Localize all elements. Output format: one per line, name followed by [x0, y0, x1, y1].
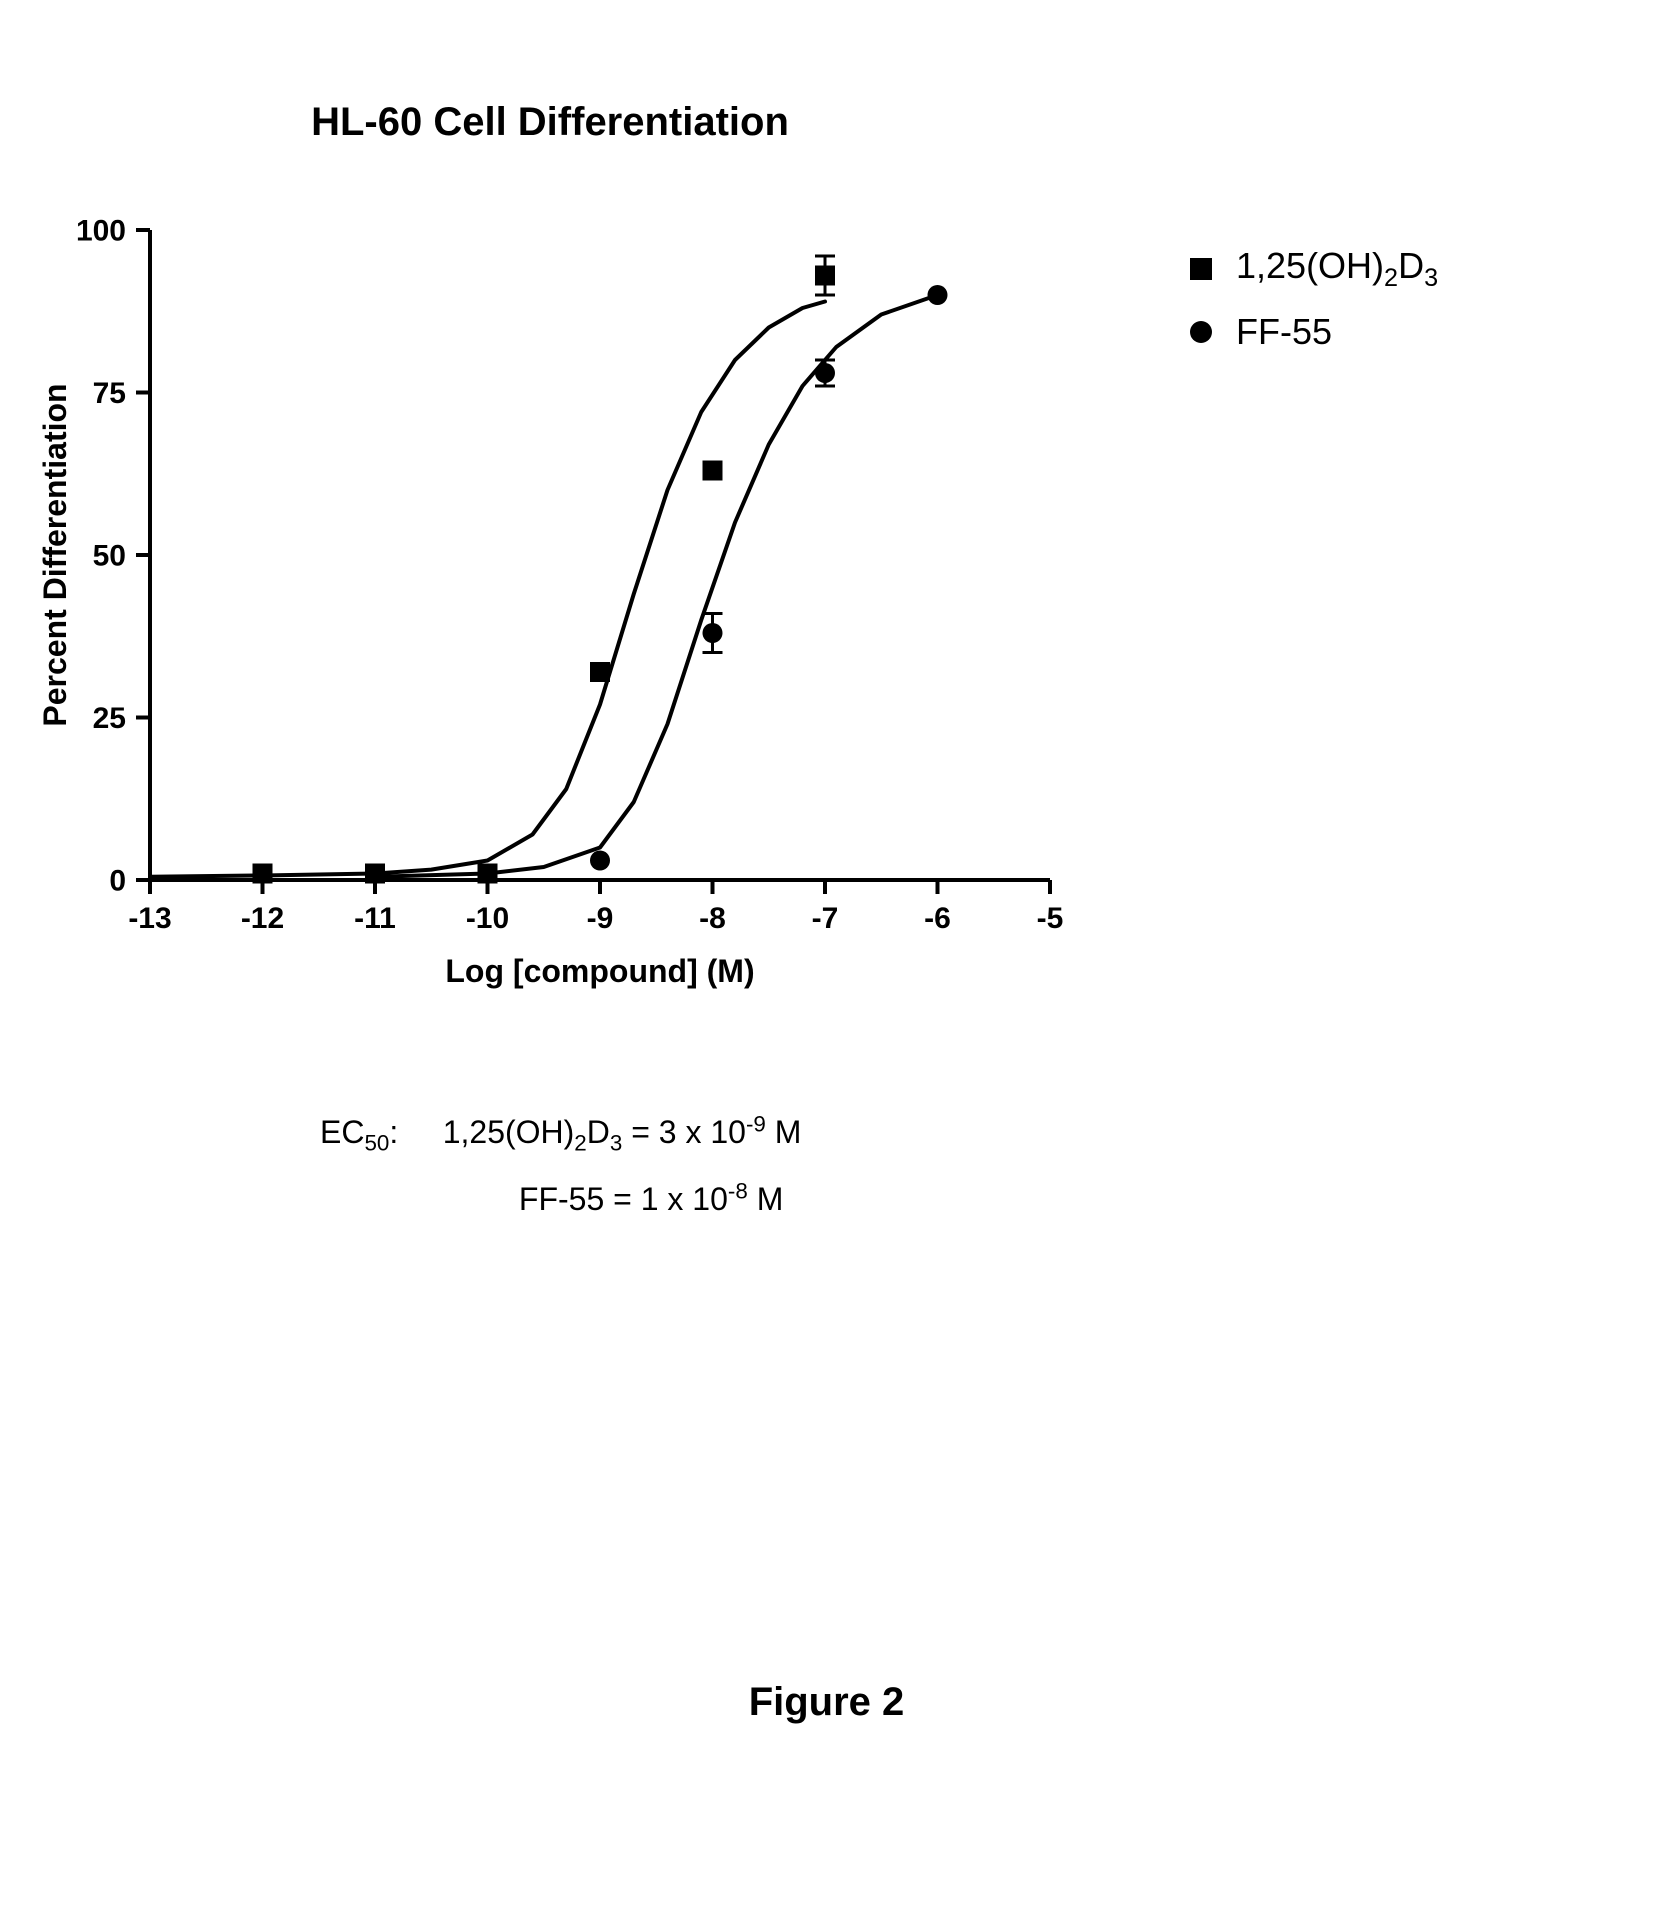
- data-point-circle: [590, 851, 610, 871]
- x-tick-label: -12: [241, 902, 284, 935]
- x-axis-label: Log [compound] (M): [445, 953, 754, 989]
- data-point-square: [815, 266, 835, 286]
- y-tick-label: 0: [109, 865, 126, 898]
- series-curve-1: [375, 295, 938, 877]
- data-point-circle: [928, 285, 948, 305]
- y-tick-label: 25: [93, 702, 126, 735]
- legend-label-1: FF-55: [1236, 311, 1332, 353]
- legend-circle-icon: [1190, 321, 1212, 343]
- legend: 1,25(OH)2D3 FF-55: [1190, 245, 1438, 371]
- data-point-square: [703, 461, 723, 481]
- y-tick-label: 100: [76, 215, 126, 248]
- x-tick-label: -9: [587, 902, 614, 935]
- ec50-block: EC50: 1,25(OH)2D3 = 3 x 10-9 M FF-55 = 1…: [320, 1100, 801, 1223]
- data-point-circle: [703, 623, 723, 643]
- page: HL-60 Cell Differentiation -13-12-11-10-…: [0, 0, 1653, 1932]
- ec50-row-1: FF-55 = 1 x 10-8 M: [519, 1181, 783, 1217]
- y-tick-label: 50: [93, 540, 126, 573]
- figure-caption: Figure 2: [0, 1680, 1653, 1725]
- legend-item-1: FF-55: [1190, 311, 1438, 353]
- data-point-square: [478, 864, 498, 884]
- data-point-square: [365, 864, 385, 884]
- x-tick-label: -10: [466, 902, 509, 935]
- ec50-label-sub: 50: [364, 1130, 389, 1155]
- chart-svg: -13 -12 -11 -10 -9 -8 -7 -6 -5 Log [compound] (M)…: [0, 200, 1110, 1020]
- chart-title: HL-60 Cell Differentiation: [0, 100, 1100, 145]
- legend-square-icon: [1190, 258, 1212, 280]
- data-point-circle: [815, 363, 835, 383]
- data-point-square: [590, 662, 610, 682]
- ec50-label-text: EC: [320, 1114, 364, 1150]
- data-point-square: [253, 864, 273, 884]
- x-tick-label: -5: [1037, 902, 1064, 935]
- x-tick-label: -7: [812, 902, 839, 935]
- series-curve-0: [150, 302, 825, 877]
- x-tick-label: -13: [128, 902, 171, 935]
- legend-label-0: 1,25(OH)2D3: [1236, 245, 1438, 293]
- ec50-row-0: 1,25(OH)2D3 = 3 x 10-9 M: [443, 1114, 802, 1150]
- ec50-label: EC50:: [320, 1114, 407, 1150]
- legend-item-0: 1,25(OH)2D3: [1190, 245, 1438, 293]
- y-axis-label: Percent Differentiation: [37, 383, 73, 726]
- y-tick-label: 75: [93, 377, 126, 410]
- x-tick-label: -11: [354, 902, 396, 935]
- x-tick-label: -8: [699, 902, 726, 935]
- x-tick-label: -6: [924, 902, 951, 935]
